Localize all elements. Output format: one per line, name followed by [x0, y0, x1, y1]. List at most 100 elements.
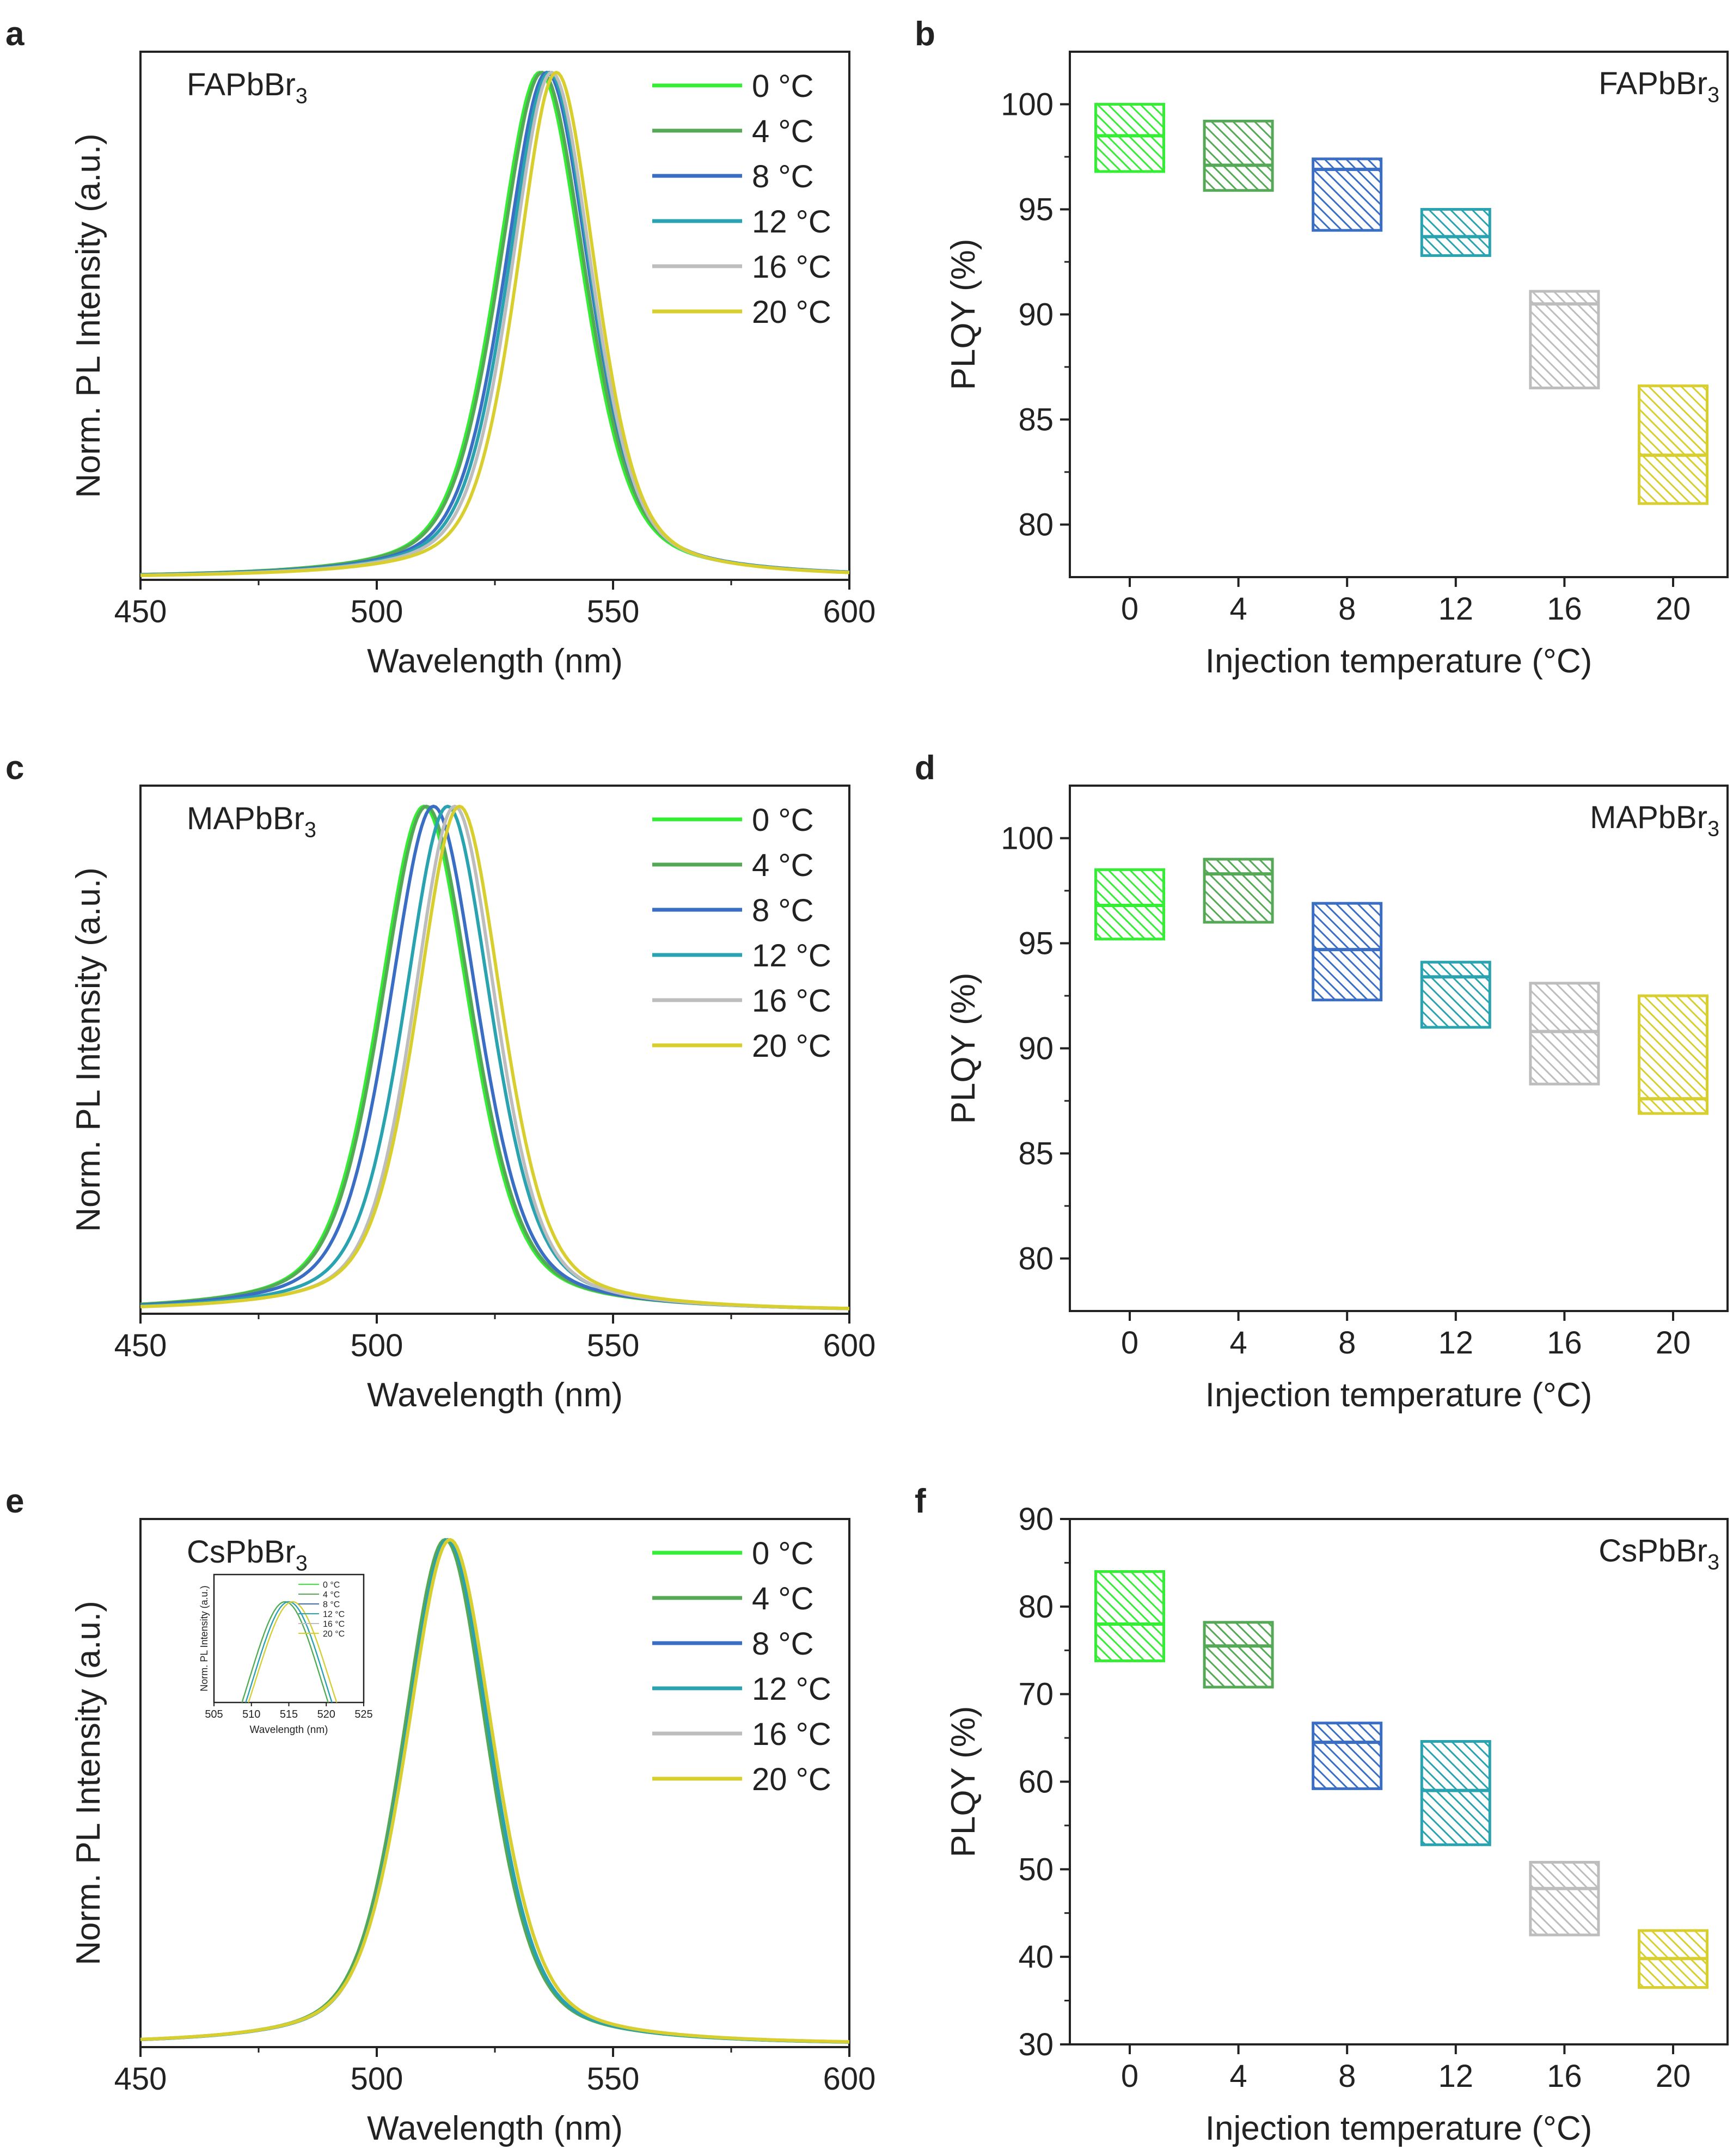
series-line-20C: [140, 71, 850, 577]
box-16C: [1529, 290, 1600, 390]
legend-label: 4 °C: [752, 848, 813, 883]
x-tick-label: 8: [1338, 591, 1356, 627]
inset-x-axis-label: Wavelength (nm): [250, 1724, 328, 1736]
x-tick-label: 12: [1438, 591, 1474, 627]
inset-y-axis-label: Norm. PL Intensity (a.u.): [199, 1585, 210, 1691]
x-axis-label: Wavelength (nm): [367, 2110, 623, 2147]
panel-letter: f: [915, 1483, 926, 1520]
y-tick-label: 30: [1018, 2027, 1054, 2062]
inset-frame: [213, 1573, 365, 1704]
inset-legend-label: 0 °C: [323, 1581, 340, 1590]
panel-letter: c: [5, 749, 24, 787]
inset-series-line: [248, 1601, 338, 1702]
x-axis-label: Wavelength (nm): [367, 1376, 623, 1414]
y-axis-label: Norm. PL Intensity (a.u.): [70, 133, 107, 498]
inset-legend-label: 4 °C: [323, 1590, 340, 1600]
x-tick-label: 20: [1656, 591, 1691, 627]
inset-legend-label: 20 °C: [323, 1630, 345, 1639]
x-tick-label: 600: [823, 1328, 876, 1363]
box-8C: [1312, 1722, 1383, 1790]
panel-f: f 30 40 50 60 70 80 90 0 4 8 12 16 20 Injection temper…: [915, 1483, 1729, 2147]
y-tick-label: 85: [1018, 1136, 1054, 1172]
x-tick-label: 8: [1338, 2059, 1356, 2094]
material-label: CsPbBr3: [1599, 1533, 1719, 1575]
x-tick-label: 20: [1656, 1325, 1691, 1361]
x-tick-label: 600: [823, 594, 876, 629]
y-tick-label: 90: [1018, 297, 1054, 333]
panel-b: b 80 85 90 95 100 0 4 8 12 16 20 Injection temperatu…: [915, 15, 1729, 680]
inset-x-tick-label: 515: [280, 1708, 298, 1720]
x-tick-label: 550: [587, 2061, 640, 2097]
box-20C: [1638, 994, 1708, 1115]
inset-x-tick-label: 510: [242, 1708, 260, 1720]
y-tick-label: 80: [1018, 1589, 1054, 1625]
panel-letter: e: [5, 1483, 24, 1520]
box-4C: [1203, 1621, 1274, 1689]
legend-label: 20 °C: [752, 1762, 831, 1797]
panel-e: e 450 500 550 600 Wavelength (nm) Norm. PL Int…: [5, 1483, 875, 2147]
legend-label: 20 °C: [752, 1028, 831, 1064]
material-label: MAPbBr3: [1590, 800, 1719, 841]
legend-label: 0 °C: [752, 69, 813, 104]
y-tick-label: 100: [1001, 821, 1054, 856]
x-tick-label: 16: [1547, 2059, 1582, 2094]
x-tick-label: 550: [587, 594, 640, 629]
x-tick-label: 550: [587, 1328, 640, 1363]
y-tick-label: 60: [1018, 1765, 1054, 1800]
box-12C: [1420, 1740, 1491, 1846]
panel-letter: d: [915, 749, 935, 787]
x-tick-label: 450: [114, 594, 167, 629]
legend-label: 16 °C: [752, 249, 831, 285]
box-4C: [1203, 119, 1274, 192]
x-axis-label: Injection temperature (°C): [1205, 1376, 1593, 1414]
x-axis-label: Injection temperature (°C): [1205, 2110, 1593, 2147]
x-tick-label: 16: [1547, 591, 1582, 627]
y-tick-label: 90: [1018, 1031, 1054, 1067]
box-16C: [1529, 982, 1600, 1086]
series-line-20C: [140, 805, 849, 1310]
y-tick-label: 100: [1001, 87, 1054, 122]
x-tick-label: 4: [1229, 2059, 1247, 2094]
material-subscript: 3: [296, 84, 308, 108]
legend-label: 20 °C: [752, 295, 831, 330]
legend-label: 12 °C: [752, 204, 831, 240]
plot-frame: [1069, 785, 1729, 1312]
inset-legend-label: 16 °C: [323, 1620, 345, 1629]
y-tick-label: 90: [1018, 1502, 1054, 1537]
x-tick-label: 12: [1438, 2059, 1474, 2094]
y-axis-label: PLQY (%): [945, 1706, 982, 1858]
x-tick-label: 8: [1338, 1325, 1356, 1361]
inset-legend-label: 12 °C: [323, 1610, 345, 1619]
y-tick-label: 95: [1018, 192, 1054, 228]
panel-letter: a: [5, 15, 25, 53]
box-0C: [1094, 103, 1165, 173]
y-tick-label: 80: [1018, 1241, 1054, 1277]
y-tick-label: 50: [1018, 1852, 1054, 1887]
x-tick-label: 500: [351, 1328, 403, 1363]
y-axis-label: Norm. PL Intensity (a.u.): [70, 867, 107, 1232]
box-16C: [1529, 1860, 1600, 1937]
x-tick-label: 450: [114, 1328, 167, 1363]
x-tick-label: 4: [1229, 591, 1247, 627]
x-tick-label: 500: [351, 2061, 403, 2097]
inset-x-tick-label: 525: [354, 1708, 372, 1720]
box-4C: [1203, 857, 1274, 924]
x-tick-label: 20: [1656, 2059, 1691, 2094]
box-8C: [1312, 902, 1383, 1002]
legend-label: 8 °C: [752, 893, 813, 928]
legend-label: 12 °C: [752, 938, 831, 973]
panel-a: a 450 500 550 600 Wavelength (nm) Norm. PL Int…: [5, 15, 875, 680]
x-tick-label: 16: [1547, 1325, 1582, 1361]
box-20C: [1638, 384, 1708, 505]
y-tick-label: 80: [1018, 507, 1054, 543]
material-subscript: 3: [1707, 1551, 1719, 1575]
legend-label: 16 °C: [752, 983, 831, 1019]
inset-x-tick-label: 520: [317, 1708, 335, 1720]
material-name: MAPbBr: [1590, 800, 1707, 835]
plot-frame: [139, 51, 850, 581]
material-name: MAPbBr: [187, 801, 304, 836]
legend-label: 4 °C: [752, 1581, 813, 1616]
material-label: FAPbBr3: [187, 67, 308, 108]
material-name: CsPbBr: [187, 1534, 296, 1570]
